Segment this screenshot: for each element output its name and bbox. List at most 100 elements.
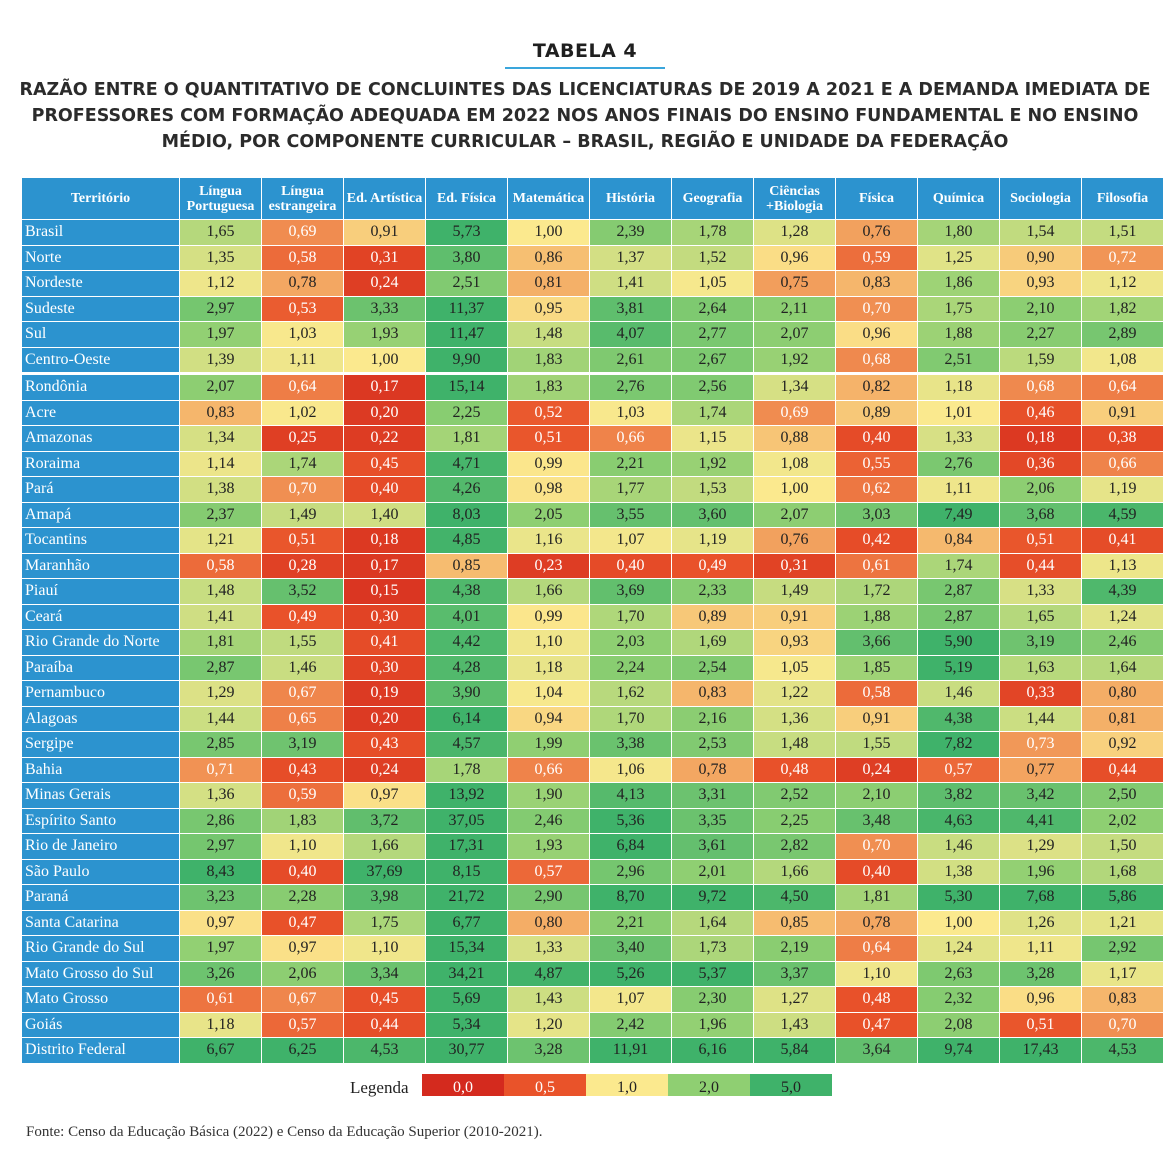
ratio-cell: 0,24 (343, 756, 426, 783)
ratio-cell: 1,83 (507, 346, 590, 375)
ratio-cell: 2,87 (179, 654, 262, 681)
ratio-cell: 0,78 (835, 909, 918, 936)
ratio-cell: 0,78 (261, 270, 344, 297)
ratio-cell: 3,37 (753, 960, 836, 987)
ratio-cell: 2,39 (589, 219, 672, 246)
ratio-cell: 0,67 (261, 680, 344, 707)
ratio-cell: 2,05 (507, 501, 590, 528)
ratio-cell: 34,21 (425, 960, 508, 987)
ratio-cell: 4,50 (753, 884, 836, 911)
ratio-cell: 0,18 (343, 527, 426, 554)
ratio-cell: 1,08 (1081, 346, 1164, 375)
ratio-cell: 0,94 (507, 705, 590, 732)
ratio-cell: 1,19 (671, 527, 754, 554)
ratio-cell: 1,07 (589, 986, 672, 1013)
ratio-cell: 0,84 (917, 527, 1000, 554)
territory-name: Ceará (21, 603, 180, 630)
ratio-cell: 1,53 (671, 476, 754, 503)
ratio-cell: 4,26 (425, 476, 508, 503)
ratio-cell: 0,81 (507, 270, 590, 297)
ratio-cell: 11,91 (589, 1037, 672, 1064)
ratio-cell: 3,81 (589, 295, 672, 322)
ratio-cell: 9,90 (425, 346, 508, 375)
ratio-cell: 3,34 (343, 960, 426, 987)
ratio-cell: 0,91 (835, 705, 918, 732)
ratio-cell: 0,38 (1081, 425, 1164, 452)
ratio-cell: 0,68 (835, 346, 918, 375)
ratio-cell: 0,93 (999, 270, 1082, 297)
ratio-cell: 1,66 (343, 833, 426, 860)
ratio-cell: 6,84 (589, 833, 672, 860)
territory-name: Mato Grosso do Sul (21, 960, 180, 987)
column-header: História (589, 177, 672, 220)
territory-name: Nordeste (21, 270, 180, 297)
ratio-cell: 3,90 (425, 680, 508, 707)
ratio-cell: 2,96 (589, 858, 672, 885)
table-row: Rio Grande do Norte 1,81 1,55 0,41 4,42 1,10 2… (21, 629, 1164, 656)
ratio-cell: 1,75 (343, 909, 426, 936)
ratio-cell: 0,43 (343, 731, 426, 758)
column-header: Língua Portuguesa (179, 177, 262, 220)
ratio-cell: 1,21 (179, 527, 262, 554)
ratio-cell: 1,01 (917, 399, 1000, 426)
ratio-cell: 0,28 (261, 552, 344, 579)
legend-swatch: 0,5 (504, 1074, 586, 1096)
ratio-cell: 1,55 (261, 629, 344, 656)
ratio-cell: 0,90 (999, 244, 1082, 271)
ratio-cell: 8,03 (425, 501, 508, 528)
table-row: Roraima 1,14 1,74 0,45 4,71 0,99 2,21 1,92 1,08 0… (21, 450, 1164, 477)
ratio-cell: 0,65 (261, 705, 344, 732)
ratio-cell: 0,57 (507, 858, 590, 885)
ratio-cell: 5,30 (917, 884, 1000, 911)
ratio-cell: 3,03 (835, 501, 918, 528)
ratio-cell: 0,59 (261, 782, 344, 809)
ratio-cell: 30,77 (425, 1037, 508, 1064)
ratio-cell: 0,97 (261, 935, 344, 962)
ratio-cell: 0,24 (835, 756, 918, 783)
ratio-cell: 0,30 (343, 654, 426, 681)
ratio-cell: 1,06 (589, 756, 672, 783)
territory-name: Minas Gerais (21, 782, 180, 809)
territory-name: Sudeste (21, 295, 180, 322)
ratio-cell: 1,77 (589, 476, 672, 503)
ratio-cell: 1,83 (261, 807, 344, 834)
ratio-cell: 1,52 (671, 244, 754, 271)
ratio-cell: 1,36 (179, 782, 262, 809)
territory-name: Goiás (21, 1011, 180, 1038)
ratio-cell: 0,91 (1081, 399, 1164, 426)
ratio-cell: 4,13 (589, 782, 672, 809)
ratio-cell: 0,51 (261, 527, 344, 554)
ratio-cell: 0,44 (343, 1011, 426, 1038)
territory-name: Centro-Oeste (21, 346, 180, 375)
ratio-cell: 1,70 (589, 603, 672, 630)
ratio-cell: 0,80 (507, 909, 590, 936)
ratio-cell: 2,90 (507, 884, 590, 911)
ratio-cell: 2,21 (589, 909, 672, 936)
data-table-container: Território Língua Portuguesa Língua estran… (21, 177, 1164, 1064)
ratio-cell: 1,00 (507, 219, 590, 246)
table-row: Rondônia 2,07 0,64 0,17 15,14 1,83 2,76 2,56 1,3… (21, 373, 1164, 401)
ratio-cell: 8,43 (179, 858, 262, 885)
ratio-cell: 1,49 (753, 578, 836, 605)
ratio-cell: 4,53 (343, 1037, 426, 1064)
territory-name: Paraná (21, 884, 180, 911)
table-row: Ceará 1,41 0,49 0,30 4,01 0,99 1,70 0,89 0,91 1,8… (21, 603, 1164, 630)
ratio-cell: 2,51 (425, 270, 508, 297)
ratio-cell: 0,31 (753, 552, 836, 579)
ratio-cell: 5,73 (425, 219, 508, 246)
ratio-cell: 0,48 (835, 986, 918, 1013)
ratio-cell: 0,70 (835, 295, 918, 322)
ratio-cell: 1,24 (917, 935, 1000, 962)
ratio-cell: 0,73 (999, 731, 1082, 758)
ratio-cell: 0,33 (999, 680, 1082, 707)
ratio-cell: 1,46 (917, 833, 1000, 860)
ratio-cell: 4,63 (917, 807, 1000, 834)
ratio-cell: 0,44 (1081, 756, 1164, 783)
ratio-cell: 1,46 (917, 680, 1000, 707)
ratio-cell: 1,10 (343, 935, 426, 962)
ratio-cell: 0,96 (835, 321, 918, 348)
ratio-cell: 3,28 (507, 1037, 590, 1064)
ratio-cell: 0,20 (343, 399, 426, 426)
ratio-cell: 1,38 (917, 858, 1000, 885)
ratio-cell: 1,49 (261, 501, 344, 528)
